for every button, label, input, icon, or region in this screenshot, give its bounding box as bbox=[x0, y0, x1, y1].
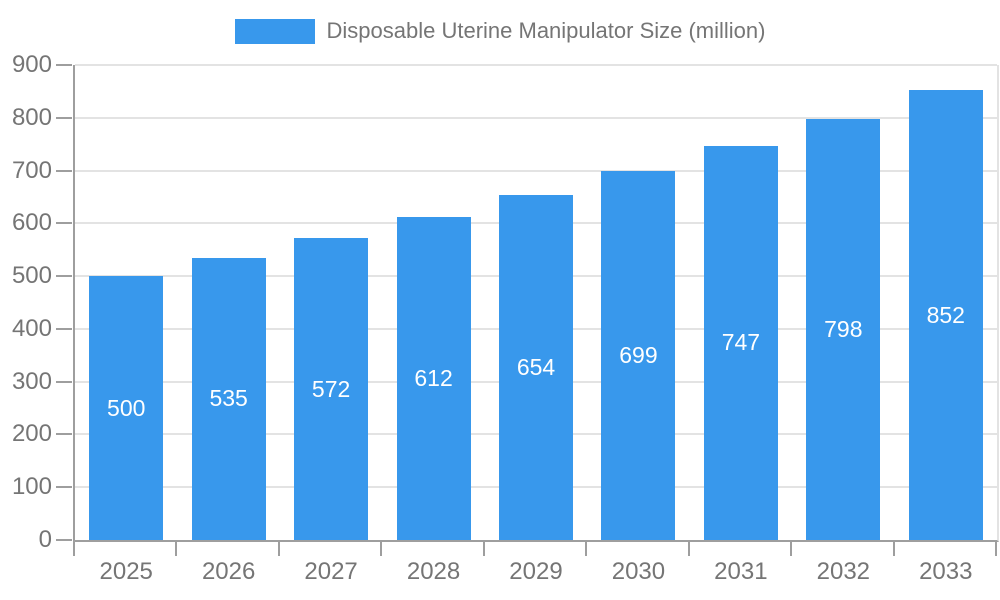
y-axis-tick bbox=[56, 275, 72, 278]
y-axis-tick bbox=[56, 222, 72, 225]
y-axis-tick bbox=[56, 116, 72, 119]
bar-value-label: 654 bbox=[516, 353, 556, 380]
x-axis-label: 2033 bbox=[919, 558, 973, 585]
y-axis-label: 700 bbox=[11, 156, 52, 184]
x-axis-label: 2028 bbox=[406, 558, 461, 585]
x-axis-tick bbox=[892, 542, 895, 556]
x-axis-label: 2025 bbox=[99, 558, 153, 585]
bar: 500 bbox=[89, 276, 164, 540]
bar: 654 bbox=[499, 194, 573, 540]
bar-value-label: 612 bbox=[414, 365, 453, 391]
bar: 572 bbox=[294, 238, 369, 540]
y-axis-label: 400 bbox=[11, 314, 52, 342]
bar: 699 bbox=[601, 171, 676, 540]
y-axis-tick bbox=[56, 380, 72, 383]
x-axis-label: 2030 bbox=[611, 558, 666, 585]
y-axis-label: 500 bbox=[11, 262, 52, 290]
x-axis-label: 2026 bbox=[201, 558, 256, 585]
x-axis-tick bbox=[73, 542, 75, 556]
x-axis-tick bbox=[790, 542, 793, 556]
plot-area: 500 535 572 612 654 699 747 798 852 bbox=[73, 64, 999, 542]
bar-value-label: 699 bbox=[619, 342, 658, 369]
y-axis-tick bbox=[56, 433, 72, 436]
gridline bbox=[75, 169, 997, 172]
y-axis-label: 200 bbox=[11, 420, 52, 448]
x-axis-tick bbox=[687, 542, 690, 556]
bar: 747 bbox=[703, 145, 778, 540]
gridline bbox=[75, 64, 997, 66]
x-axis-label: 2027 bbox=[304, 558, 358, 585]
bar-value-label: 535 bbox=[209, 385, 248, 412]
x-axis-label: 2032 bbox=[816, 558, 871, 585]
x-axis-label: 2029 bbox=[509, 558, 563, 585]
legend: Disposable Uterine Manipulator Size (mil… bbox=[0, 18, 1000, 44]
y-axis-tick bbox=[56, 486, 72, 489]
y-axis-tick bbox=[56, 539, 72, 541]
bar: 612 bbox=[396, 217, 471, 540]
x-axis-tick bbox=[482, 542, 485, 556]
bar-value-label: 747 bbox=[721, 329, 761, 356]
y-axis-label: 600 bbox=[11, 209, 52, 237]
gridline bbox=[75, 116, 997, 119]
bar-value-label: 852 bbox=[926, 301, 965, 328]
y-axis-label: 0 bbox=[38, 526, 52, 553]
bar-value-label: 572 bbox=[311, 375, 351, 402]
x-axis-tick bbox=[380, 542, 383, 556]
x-axis-tick bbox=[995, 542, 997, 556]
legend-label: Disposable Uterine Manipulator Size (mil… bbox=[326, 18, 766, 43]
bar-value-label: 798 bbox=[824, 315, 863, 342]
y-axis-label: 300 bbox=[11, 367, 52, 395]
y-axis-label: 800 bbox=[11, 103, 52, 131]
x-axis-tick bbox=[277, 542, 280, 556]
y-axis-label: 900 bbox=[11, 51, 52, 78]
y-axis-label: 100 bbox=[11, 473, 52, 501]
legend-swatch bbox=[234, 18, 315, 44]
x-axis-tick bbox=[175, 542, 178, 556]
bar-value-label: 500 bbox=[107, 394, 146, 421]
x-axis-label: 2031 bbox=[714, 558, 768, 585]
bar: 798 bbox=[806, 118, 881, 540]
y-axis-tick bbox=[56, 327, 72, 330]
y-axis-tick bbox=[56, 169, 72, 172]
bar: 535 bbox=[191, 257, 266, 540]
x-axis-tick bbox=[585, 542, 588, 556]
bar: 852 bbox=[908, 90, 983, 540]
y-axis-tick bbox=[56, 64, 72, 66]
